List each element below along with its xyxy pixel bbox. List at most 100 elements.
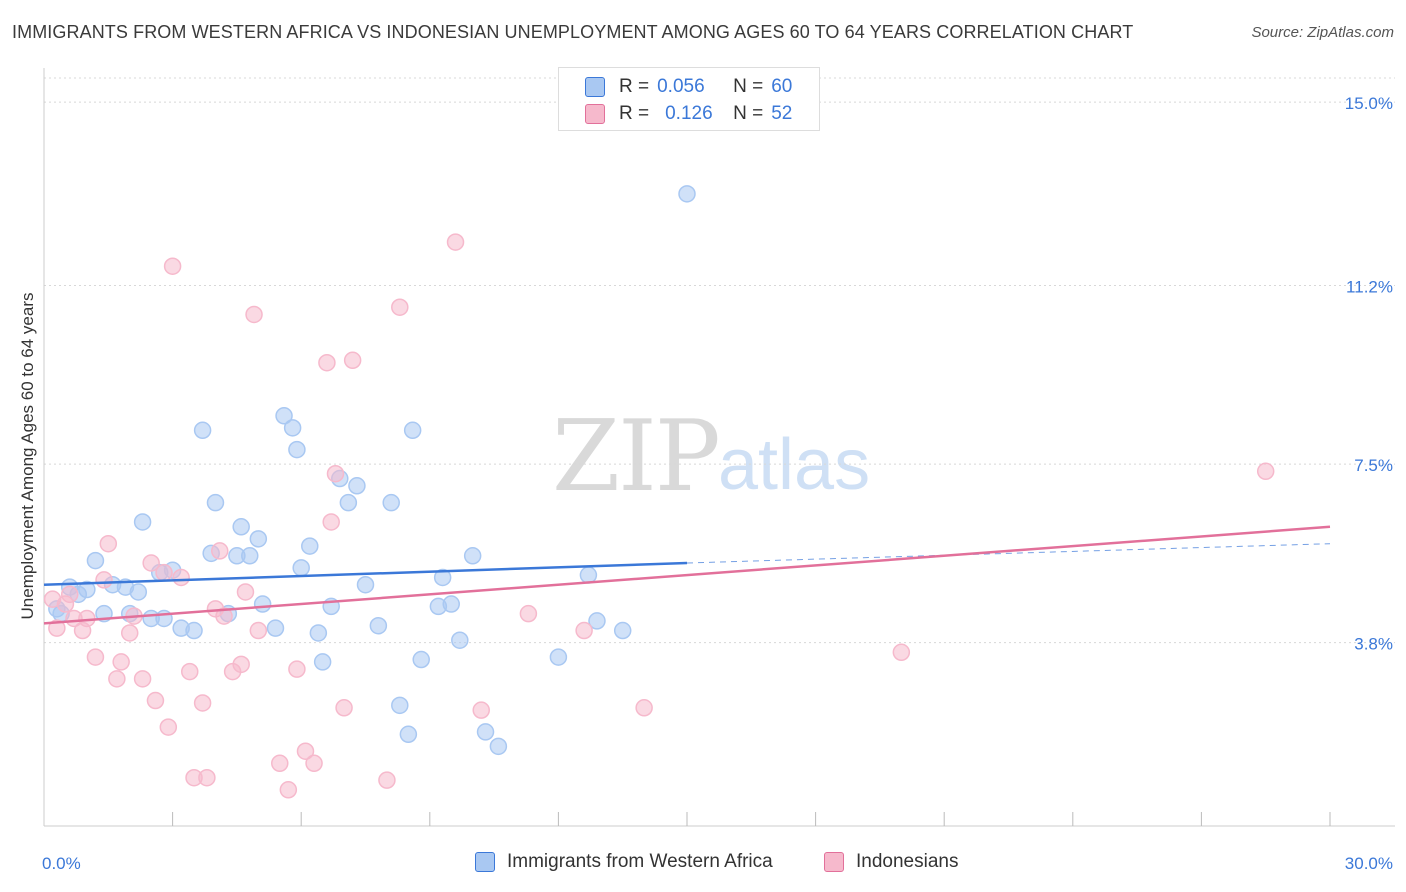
data-point-western-africa bbox=[588, 612, 606, 630]
data-point-indonesians bbox=[48, 619, 66, 637]
data-point-western-africa bbox=[348, 477, 366, 495]
r-value: 0.056 bbox=[657, 76, 705, 97]
data-point-western-africa bbox=[476, 723, 495, 741]
legend-item-western-africa[interactable]: Immigrants from Western Africa bbox=[475, 851, 773, 873]
legend-swatch-pink bbox=[585, 104, 605, 124]
data-point-western-africa bbox=[489, 737, 508, 756]
data-point-indonesians bbox=[198, 768, 216, 787]
data-point-western-africa bbox=[266, 619, 285, 637]
data-point-western-africa bbox=[283, 419, 302, 437]
data-point-western-africa bbox=[339, 493, 358, 512]
data-point-indonesians bbox=[249, 621, 268, 640]
data-point-western-africa bbox=[451, 631, 469, 649]
data-point-western-africa bbox=[369, 616, 388, 635]
x-tick-label-max: 30.0% bbox=[1345, 854, 1393, 873]
data-point-indonesians bbox=[279, 781, 298, 799]
source-label: Source: ZipAtlas.com bbox=[1251, 24, 1394, 41]
data-point-indonesians bbox=[215, 607, 233, 625]
data-point-indonesians bbox=[133, 670, 152, 688]
data-point-western-africa bbox=[313, 653, 332, 671]
data-point-western-africa bbox=[86, 551, 105, 570]
trend-line-western-africa-extension bbox=[686, 543, 1331, 564]
data-point-western-africa bbox=[433, 568, 452, 587]
data-point-western-africa bbox=[129, 583, 148, 601]
n-label: N = bbox=[733, 103, 764, 124]
data-point-indonesians bbox=[1256, 462, 1275, 481]
data-point-indonesians bbox=[391, 298, 409, 316]
data-point-indonesians bbox=[142, 554, 160, 572]
data-point-western-africa bbox=[253, 595, 272, 613]
legend-swatch-blue bbox=[585, 77, 605, 97]
data-point-indonesians bbox=[146, 691, 165, 710]
data-point-indonesians bbox=[305, 754, 323, 773]
data-point-indonesians bbox=[159, 718, 178, 736]
n-label: N = bbox=[733, 76, 764, 97]
data-point-western-africa bbox=[309, 624, 328, 642]
data-point-indonesians bbox=[155, 563, 173, 582]
trend-line-western-africa bbox=[43, 561, 688, 586]
data-point-indonesians bbox=[472, 701, 490, 719]
data-point-indonesians bbox=[892, 643, 911, 662]
data-point-western-africa bbox=[133, 513, 152, 531]
data-point-indonesians bbox=[318, 353, 336, 372]
data-point-indonesians bbox=[519, 604, 538, 623]
legend-swatch-pink bbox=[824, 852, 844, 872]
data-point-western-africa bbox=[549, 648, 568, 666]
legend-label: Immigrants from Western Africa bbox=[507, 851, 773, 872]
series-legend: Immigrants from Western Africa Indonesia… bbox=[0, 851, 1406, 879]
data-point-western-africa bbox=[463, 547, 482, 565]
data-point-indonesians bbox=[335, 699, 353, 717]
data-point-indonesians bbox=[211, 542, 229, 560]
data-point-western-africa bbox=[185, 621, 203, 640]
data-point-western-africa bbox=[356, 575, 375, 594]
stats-legend: R = 0.056 N = 60 R = 0.126 N = 52 bbox=[558, 67, 820, 131]
stats-legend-row-1: R = 0.056 N = 60 bbox=[559, 74, 792, 100]
r-label: R = bbox=[619, 76, 650, 97]
data-point-indonesians bbox=[163, 257, 182, 275]
data-point-indonesians bbox=[575, 621, 593, 640]
y-tick-label: 11.2% bbox=[1346, 278, 1393, 297]
data-point-indonesians bbox=[343, 351, 362, 370]
data-point-indonesians bbox=[108, 670, 126, 688]
data-point-western-africa bbox=[249, 530, 268, 548]
data-point-western-africa bbox=[193, 421, 212, 440]
data-point-western-africa bbox=[391, 696, 409, 715]
r-value: 0.126 bbox=[665, 103, 713, 124]
data-point-western-africa bbox=[206, 493, 225, 512]
data-point-indonesians bbox=[446, 233, 465, 251]
data-point-indonesians bbox=[180, 662, 199, 681]
data-point-western-africa bbox=[442, 595, 460, 613]
x-tick-label-min: 0.0% bbox=[42, 854, 81, 873]
data-point-western-africa bbox=[412, 650, 430, 669]
legend-swatch-blue bbox=[475, 852, 495, 872]
data-point-western-africa bbox=[232, 518, 250, 536]
data-point-indonesians bbox=[271, 754, 289, 773]
chart-title: IMMIGRANTS FROM WESTERN AFRICA VS INDONE… bbox=[12, 22, 1134, 42]
data-point-western-africa bbox=[399, 725, 418, 744]
data-point-indonesians bbox=[86, 648, 105, 666]
legend-label: Indonesians bbox=[856, 851, 959, 872]
data-point-indonesians bbox=[245, 305, 263, 324]
data-point-indonesians bbox=[288, 660, 306, 678]
data-point-indonesians bbox=[322, 513, 340, 531]
y-tick-label: 3.8% bbox=[1354, 635, 1393, 654]
y-tick-label: 7.5% bbox=[1354, 456, 1393, 475]
data-point-western-africa bbox=[382, 493, 400, 512]
n-value: 60 bbox=[771, 76, 793, 97]
data-point-western-africa bbox=[678, 185, 696, 203]
watermark-zip: ZIP bbox=[552, 400, 721, 514]
data-point-western-africa bbox=[78, 580, 96, 599]
data-point-indonesians bbox=[193, 694, 212, 712]
data-point-indonesians bbox=[232, 655, 250, 674]
watermark-atlas: atlas bbox=[718, 425, 871, 505]
r-label: R = bbox=[619, 103, 650, 124]
data-point-western-africa bbox=[579, 566, 598, 584]
data-point-western-africa bbox=[241, 547, 259, 565]
data-point-western-africa bbox=[301, 537, 319, 555]
y-tick-label: 15.0% bbox=[1345, 94, 1393, 113]
legend-item-indonesians[interactable]: Indonesians bbox=[824, 851, 958, 873]
data-point-indonesians bbox=[378, 771, 396, 789]
trend-line-indonesians bbox=[43, 525, 1331, 625]
data-point-indonesians bbox=[95, 571, 113, 589]
